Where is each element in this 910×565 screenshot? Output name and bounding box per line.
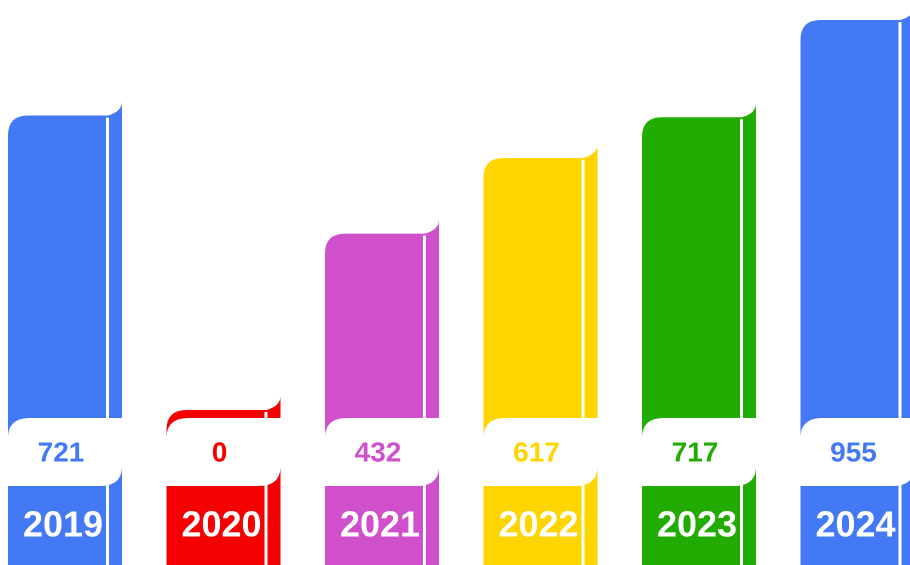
value-pad xyxy=(483,418,598,486)
value-pad xyxy=(325,418,439,486)
bar xyxy=(642,103,756,565)
value-label: 617 xyxy=(513,436,560,467)
bar-group: 717 2023 xyxy=(642,103,756,565)
bar xyxy=(8,101,122,565)
bar-group: 955 2024 xyxy=(800,15,910,565)
value-pad xyxy=(166,418,281,486)
x-tick-label: 2019 xyxy=(23,504,103,545)
value-label: 0 xyxy=(212,436,228,467)
bar-group: 617 2022 xyxy=(483,144,598,565)
bar-stripe xyxy=(264,412,268,565)
x-tick-label: 2020 xyxy=(181,504,261,545)
value-pad xyxy=(800,418,910,486)
value-label: 432 xyxy=(355,436,402,467)
bar-group: 721 2019 xyxy=(8,101,122,565)
bar-group: 0 2020 xyxy=(166,396,281,565)
bar-stripe xyxy=(106,117,109,565)
bar-stripe xyxy=(898,22,902,565)
value-label: 721 xyxy=(38,436,85,467)
bar-stripe xyxy=(581,160,585,565)
bar-stripe xyxy=(740,119,743,565)
value-pad xyxy=(642,418,756,486)
x-tick-label: 2021 xyxy=(340,504,420,545)
x-tick-label: 2022 xyxy=(498,504,578,545)
value-label: 717 xyxy=(672,436,719,467)
bar-group: 432 2021 xyxy=(325,219,439,565)
value-pad xyxy=(8,418,122,486)
x-tick-label: 2023 xyxy=(657,504,737,545)
value-label: 955 xyxy=(830,436,877,467)
x-tick-label: 2024 xyxy=(815,504,895,545)
bar xyxy=(483,144,598,565)
bar-stripe xyxy=(423,235,426,565)
